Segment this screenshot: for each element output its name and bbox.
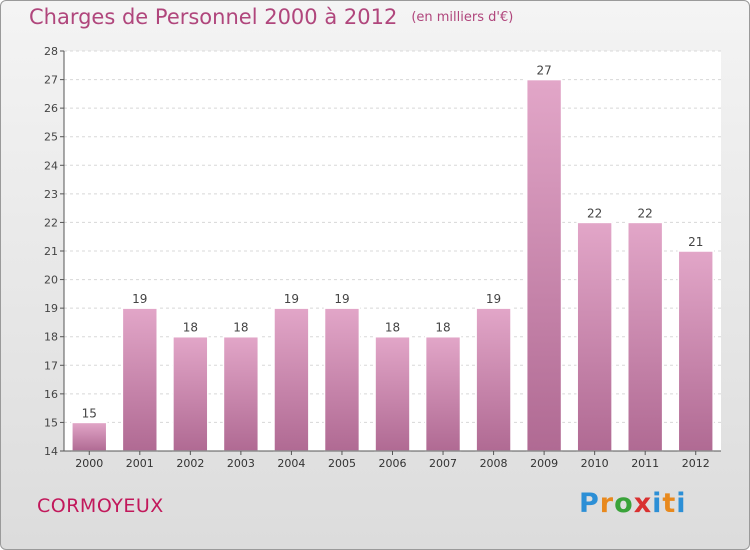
x-tick-label-2011: 2011 — [631, 457, 659, 470]
data-label-2001: 19 — [132, 292, 147, 306]
logo-letter: t — [662, 488, 677, 519]
logo-letter: r — [599, 488, 615, 519]
y-tick-label: 15 — [44, 416, 58, 429]
y-tick-label: 19 — [44, 302, 58, 315]
chart-subtitle: (en milliers d'€) — [411, 10, 514, 25]
x-tick-label-2001: 2001 — [126, 457, 154, 470]
y-tick-label: 26 — [44, 102, 58, 115]
bar-2000 — [71, 421, 108, 452]
data-label-2006: 18 — [385, 321, 400, 335]
bar-2002 — [172, 335, 209, 452]
data-label-2002: 18 — [183, 321, 198, 335]
y-tick-label: 21 — [44, 245, 58, 258]
y-tick-label: 17 — [44, 359, 58, 372]
x-tick-label-2000: 2000 — [75, 457, 103, 470]
data-label-2009: 27 — [536, 64, 551, 78]
data-label-2004: 19 — [284, 292, 299, 306]
logo-letter: o — [614, 488, 634, 519]
y-tick-label: 14 — [44, 445, 58, 458]
x-tick-label-2006: 2006 — [379, 457, 407, 470]
bar-2003 — [222, 335, 260, 452]
logo-letter: x — [633, 488, 653, 519]
proxiti-logo: Proxiti — [579, 488, 687, 519]
x-tick-label-2009: 2009 — [530, 457, 558, 470]
x-tick-label-2012: 2012 — [682, 457, 710, 470]
data-label-2003: 18 — [233, 321, 248, 335]
data-label-2010: 22 — [587, 206, 602, 220]
bar-2011 — [627, 221, 664, 452]
x-tick-label-2003: 2003 — [227, 457, 255, 470]
y-tick-label: 23 — [44, 188, 58, 201]
x-tick-label-2007: 2007 — [429, 457, 457, 470]
logo-letter: i — [676, 488, 687, 519]
commune-name: CORMOYEUX — [37, 495, 164, 517]
bar-2001 — [121, 307, 158, 452]
x-tick-label-2005: 2005 — [328, 457, 356, 470]
axes: 14 15 16 17 18 19 20 21 22 23 24 25 26 27 28 2000 2001 20… — [44, 45, 721, 470]
x-tick-label-2004: 2004 — [277, 457, 305, 470]
x-tick-label-2008: 2008 — [480, 457, 508, 470]
data-label-2007: 18 — [435, 321, 450, 335]
y-tick-label: 20 — [44, 274, 58, 287]
x-tick-label-2002: 2002 — [176, 457, 204, 470]
y-tick-label: 16 — [44, 388, 58, 401]
logo-letter: P — [579, 488, 600, 519]
y-tick-label: 22 — [44, 216, 58, 229]
bar-2012 — [677, 250, 714, 452]
bar-2006 — [374, 335, 411, 452]
data-label-2011: 22 — [638, 206, 653, 220]
y-tick-label: 27 — [44, 74, 58, 87]
y-tick-label: 25 — [44, 131, 58, 144]
bar-2010 — [576, 221, 613, 452]
y-tick-label: 24 — [44, 159, 58, 172]
title-text: Charges de Personnel 2000 à 2012 — [29, 5, 398, 29]
bars: 15 19 18 18 19 19 18 18 19 27 22 22 21 — [71, 64, 714, 452]
bar-2007 — [424, 335, 462, 452]
data-label-2008: 19 — [486, 292, 501, 306]
data-label-2005: 19 — [334, 292, 349, 306]
bar-2005 — [323, 307, 361, 452]
bar-2009 — [525, 78, 563, 452]
logo-letter: i — [652, 488, 663, 519]
y-tick-label: 28 — [44, 45, 58, 58]
bar-2008 — [475, 307, 512, 452]
data-label-2012: 21 — [688, 235, 703, 249]
bar-2004 — [273, 307, 310, 452]
data-label-2000: 15 — [82, 406, 97, 420]
y-tick-label: 18 — [44, 331, 58, 344]
x-tick-label-2010: 2010 — [581, 457, 609, 470]
chart-title: Charges de Personnel 2000 à 2012 (en mill… — [29, 5, 513, 29]
